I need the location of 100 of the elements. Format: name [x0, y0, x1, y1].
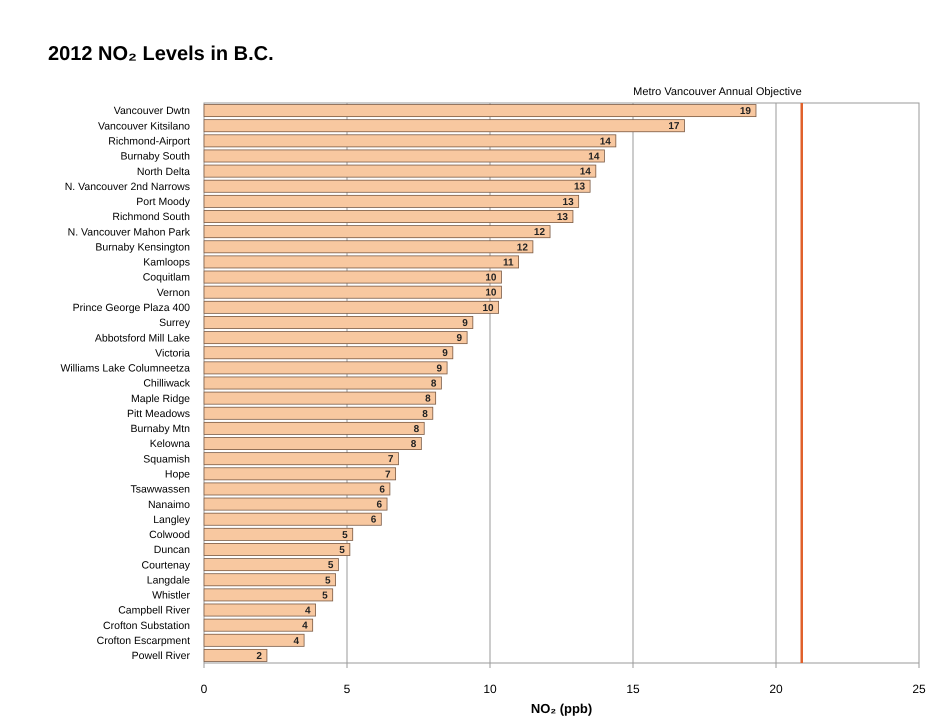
data-label: 5	[322, 590, 328, 602]
data-label: 6	[376, 500, 382, 511]
y-tick-label: Squamish	[143, 453, 190, 466]
data-label: 4	[302, 620, 308, 632]
data-label: 10	[485, 288, 497, 299]
bar	[204, 452, 399, 466]
y-tick-label: Prince George Plaza 400	[72, 302, 190, 314]
bar	[204, 150, 605, 162]
data-label: 19	[740, 106, 752, 118]
y-tick-label: Williams Lake Columneetza	[60, 362, 190, 375]
data-label: 11	[503, 257, 514, 268]
y-tick-label: Vancouver Kitsilano	[98, 120, 190, 132]
bar	[204, 270, 502, 284]
y-tick-label: Colwood	[149, 529, 190, 542]
data-label: 9	[436, 363, 443, 374]
data-label: 10	[482, 302, 494, 314]
bar	[204, 437, 422, 450]
y-tick-label: Abbotsford Mill Lake	[94, 332, 190, 344]
bar	[204, 648, 268, 662]
bar	[204, 164, 596, 178]
y-tick-label: Langdale	[146, 574, 190, 586]
bar	[204, 286, 502, 299]
data-label: 7	[388, 454, 394, 466]
y-tick-label: Campbell River	[118, 604, 190, 617]
data-label: 6	[379, 484, 386, 496]
y-tick-label: Whistler	[152, 590, 190, 602]
bar	[204, 406, 434, 420]
y-tick-label: Powell River	[132, 650, 190, 662]
bar	[204, 528, 354, 541]
y-tick-label: N. Vancouver 2nd Narrows	[64, 180, 190, 193]
bar	[204, 543, 350, 556]
data-label: 12	[516, 242, 528, 254]
bar	[204, 240, 534, 254]
y-tick-label: Vernon	[156, 286, 190, 299]
data-label: 12	[534, 227, 546, 238]
bar	[204, 300, 499, 314]
bar	[204, 376, 442, 390]
data-label: 4	[294, 636, 300, 647]
x-tick-label: 5	[344, 682, 351, 696]
y-tick-label: Burnaby South	[120, 150, 190, 163]
data-label: 9	[462, 318, 468, 329]
bar	[204, 558, 339, 572]
y-tick-label: Pitt Meadows	[126, 408, 190, 420]
data-label: 13	[556, 212, 568, 224]
data-label: 8	[422, 408, 428, 420]
data-label: 13	[562, 196, 574, 208]
y-tick-label: Richmond South	[112, 211, 190, 224]
data-label: 2	[256, 650, 262, 662]
y-tick-label: N. Vancouver Mahon Park	[68, 226, 191, 238]
bar	[204, 210, 574, 223]
bar	[204, 604, 316, 616]
y-tick-label: North Delta	[136, 166, 190, 178]
x-tick-label: 15	[626, 682, 640, 696]
data-label: 8	[410, 439, 417, 450]
y-tick-label: Crofton Escarpment	[96, 634, 190, 647]
y-tick-label: Vancouver Dwtn	[114, 105, 190, 118]
bar	[204, 180, 590, 193]
y-tick-label: Victoria	[155, 347, 190, 360]
y-tick-label: Burnaby Kensington	[95, 241, 190, 254]
x-tick-label: 10	[483, 682, 497, 696]
data-label: 7	[385, 469, 392, 480]
bar	[204, 331, 468, 344]
ref-line-label: Metro Vancouver Annual Objective	[633, 86, 802, 98]
bar	[204, 392, 436, 405]
bar	[204, 498, 388, 511]
y-tick-label: Langley	[153, 514, 191, 526]
bar	[204, 467, 396, 480]
y-tick-label: Nanaimo	[148, 498, 190, 511]
bar	[204, 225, 550, 238]
y-tick-label: Port Moody	[136, 196, 191, 208]
bar	[204, 134, 616, 148]
data-label: 8	[414, 424, 420, 435]
y-tick-label: Tsawwassen	[130, 484, 190, 496]
bar	[204, 634, 304, 647]
y-tick-label: Richmond-Airport	[108, 136, 190, 148]
data-label: 5	[342, 530, 348, 541]
chart-title: 2012 NO₂ Levels in B.C.	[48, 43, 274, 65]
y-tick-label: Coquitlam	[142, 272, 190, 284]
y-tick-label: Kamloops	[143, 256, 190, 269]
y-tick-label: Hope	[164, 468, 190, 480]
data-label: 14	[580, 166, 592, 178]
bar	[204, 361, 448, 374]
data-label: 17	[668, 121, 680, 132]
x-tick-label: 0	[200, 682, 208, 696]
data-label: 10	[485, 272, 497, 284]
bar	[204, 618, 314, 632]
bar	[204, 512, 382, 526]
y-tick-label: Courtenay	[142, 559, 191, 572]
data-label: 6	[370, 514, 377, 526]
y-tick-label: Duncan	[154, 544, 190, 556]
y-tick-label: Crofton Substation	[103, 620, 190, 632]
bar	[204, 422, 425, 435]
x-tick-label: 20	[769, 682, 783, 696]
bar	[204, 194, 580, 208]
data-label: 5	[339, 544, 346, 556]
bar	[204, 346, 454, 360]
bar	[204, 588, 334, 602]
data-label: 5	[328, 560, 334, 572]
bar	[204, 573, 336, 586]
data-label: 14	[600, 136, 612, 148]
